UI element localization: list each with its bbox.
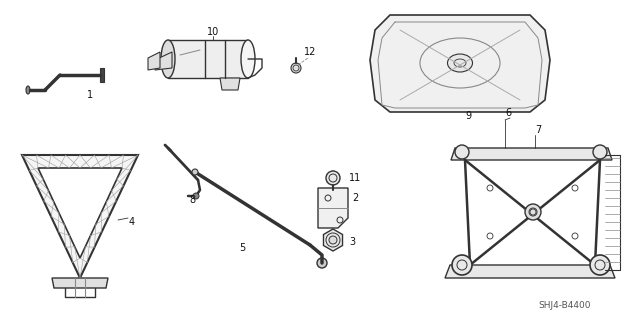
Polygon shape (323, 229, 342, 251)
Text: 6: 6 (505, 108, 511, 118)
Text: 5: 5 (239, 243, 245, 253)
Polygon shape (52, 278, 108, 288)
Circle shape (329, 236, 337, 244)
Polygon shape (327, 171, 339, 185)
Circle shape (525, 204, 541, 220)
Text: SHJ4-B4400: SHJ4-B4400 (539, 300, 591, 309)
Polygon shape (148, 52, 160, 70)
Circle shape (455, 145, 469, 159)
Polygon shape (155, 52, 172, 70)
Ellipse shape (241, 40, 255, 78)
Polygon shape (220, 78, 240, 90)
Ellipse shape (317, 258, 327, 268)
Circle shape (193, 193, 199, 199)
Circle shape (192, 169, 198, 175)
Circle shape (291, 63, 301, 73)
Text: 2: 2 (352, 193, 358, 203)
Text: 1: 1 (87, 90, 93, 100)
Circle shape (593, 145, 607, 159)
Text: 11: 11 (349, 173, 361, 183)
Circle shape (590, 255, 610, 275)
Polygon shape (38, 168, 122, 258)
Text: 3: 3 (349, 237, 355, 247)
Text: 12: 12 (304, 47, 316, 57)
Circle shape (452, 255, 472, 275)
Text: 9: 9 (465, 111, 471, 121)
Text: 10: 10 (207, 27, 219, 37)
Text: 4: 4 (129, 217, 135, 227)
Ellipse shape (26, 86, 30, 94)
Ellipse shape (447, 54, 472, 72)
Text: 8: 8 (189, 195, 195, 205)
Polygon shape (318, 188, 348, 228)
Polygon shape (22, 155, 138, 278)
Polygon shape (451, 148, 612, 160)
Polygon shape (100, 68, 104, 82)
Text: 7: 7 (535, 125, 541, 135)
Polygon shape (445, 265, 615, 278)
Circle shape (326, 171, 340, 185)
Polygon shape (370, 15, 550, 112)
Polygon shape (168, 40, 248, 78)
Ellipse shape (161, 40, 175, 78)
